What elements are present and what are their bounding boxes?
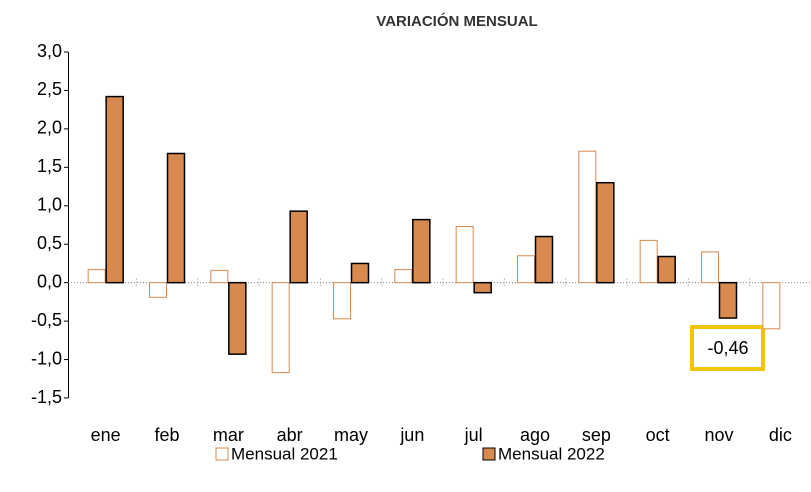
- x-tick-label: mar: [213, 425, 244, 445]
- x-tick-label: ago: [520, 425, 550, 445]
- bar: [473, 281, 492, 294]
- y-tick-label: 2,5: [37, 79, 62, 99]
- bar: [350, 262, 370, 284]
- x-tick-label: jun: [399, 425, 424, 445]
- legend-label: Mensual 2022: [498, 444, 605, 463]
- bar: [210, 269, 229, 284]
- bar: [333, 282, 351, 320]
- x-tick-label: sep: [582, 425, 611, 445]
- x-tick-label: ene: [91, 425, 121, 445]
- y-tick-label: 2,0: [37, 118, 62, 138]
- value-label: -0,46: [707, 338, 748, 358]
- bar: [412, 218, 431, 284]
- bar: [455, 226, 474, 284]
- value-label-box: [690, 325, 765, 372]
- y-tick-label: 0,5: [37, 233, 62, 253]
- chart-title: VARIACIÓN MENSUAL: [376, 12, 537, 30]
- y-tick-label: 1,5: [37, 156, 62, 176]
- bar: [639, 239, 658, 284]
- legend-label: Mensual 2021: [231, 444, 338, 463]
- x-tick-label: oct: [646, 425, 670, 445]
- bar: [517, 255, 535, 284]
- bar: [718, 281, 738, 319]
- bar: [228, 281, 247, 355]
- bar: [87, 269, 106, 284]
- bar: [596, 181, 615, 284]
- bar: [701, 251, 719, 284]
- x-tick-label: abr: [277, 425, 303, 445]
- legend-swatch: [215, 447, 229, 461]
- y-tick-label: 0,0: [37, 271, 62, 291]
- x-tick-label: may: [334, 425, 368, 445]
- bar: [534, 235, 554, 284]
- y-tick-label: 1,0: [37, 195, 62, 215]
- bar: [394, 269, 413, 284]
- x-tick-label: jul: [464, 425, 483, 445]
- bar: [657, 255, 676, 284]
- x-tick-label: dic: [769, 425, 792, 445]
- x-tick-label: feb: [154, 425, 179, 445]
- bar: [105, 95, 124, 284]
- y-tick-label: -1,5: [31, 387, 62, 407]
- bar: [149, 282, 167, 298]
- x-tick-label: nov: [704, 425, 733, 445]
- y-tick-label: -0,5: [31, 310, 62, 330]
- bar: [166, 152, 186, 284]
- y-tick-label: -1,0: [31, 348, 62, 368]
- bar: [762, 282, 781, 330]
- bar: [271, 282, 290, 374]
- bar: [289, 210, 308, 284]
- legend-swatch: [482, 447, 496, 461]
- y-tick-label: 3,0: [37, 41, 62, 61]
- bar: [578, 150, 597, 284]
